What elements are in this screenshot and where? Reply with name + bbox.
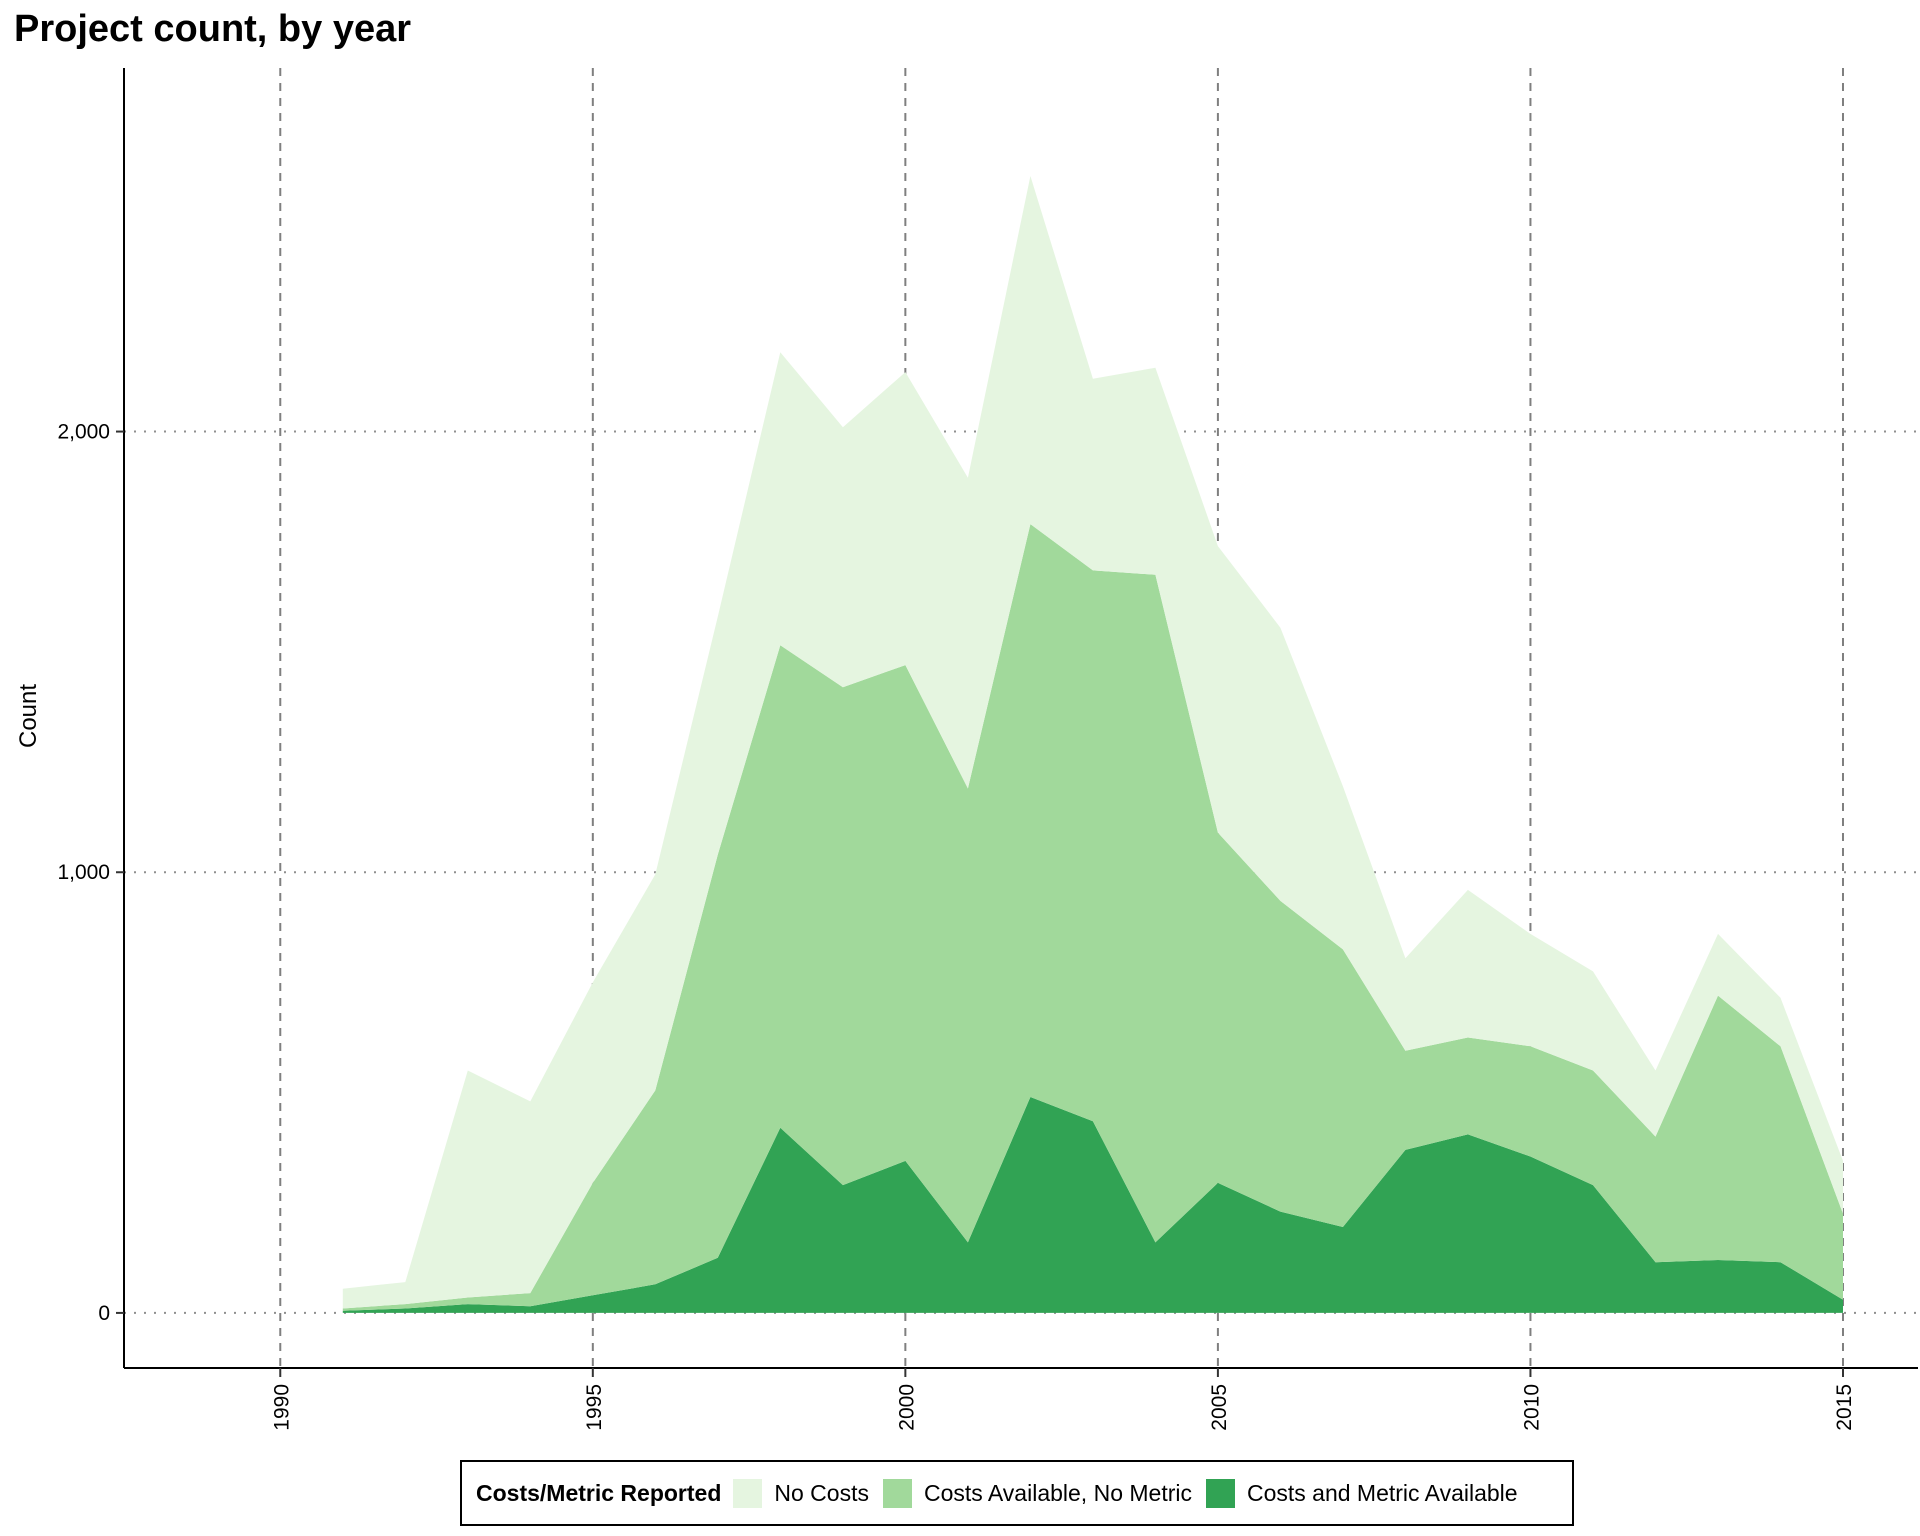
area-series-costs-available-no-metric — [342, 524, 1843, 1311]
legend-item-costs-no-metric: Costs Available, No Metric — [882, 1478, 1192, 1508]
legend-item-no-costs: No Costs — [733, 1478, 869, 1508]
legend-swatch-costs-and-metric — [1205, 1478, 1235, 1508]
legend-swatch-costs-no-metric — [882, 1478, 912, 1508]
x-tick-label-2005: 2005 — [1208, 1384, 1231, 1431]
stacked-areas — [342, 176, 1843, 1313]
y-tick-label-0: 0 — [98, 1302, 110, 1325]
x-tick-label-2015: 2015 — [1833, 1384, 1856, 1431]
legend: Costs/Metric Reported No Costs Costs Ava… — [460, 1460, 1574, 1526]
legend-label-costs-no-metric: Costs Available, No Metric — [923, 1479, 1192, 1506]
axes: 0 1,000 2,000 1990 1995 2000 2005 2010 2015 — [57, 68, 1918, 1431]
legend-item-costs-and-metric: Costs and Metric Available — [1205, 1478, 1518, 1508]
legend-swatch-no-costs — [733, 1478, 763, 1508]
x-tick-label-1995: 1995 — [583, 1384, 606, 1431]
legend-title: Costs/Metric Reported — [476, 1479, 722, 1506]
x-tick-label-1990: 1990 — [270, 1384, 293, 1431]
legend-label-no-costs: No Costs — [774, 1479, 869, 1506]
legend-label-costs-and-metric: Costs and Metric Available — [1246, 1479, 1518, 1506]
x-tick-label-2010: 2010 — [1520, 1384, 1543, 1431]
y-tick-label-2000: 2,000 — [57, 421, 110, 444]
area-series-costs-and-metric-available — [342, 1097, 1843, 1313]
y-tick-label-1000: 1,000 — [57, 861, 110, 884]
area-series-no-costs — [342, 176, 1843, 1309]
y-axis-label: Count — [15, 684, 42, 748]
chart-title: Project count, by year — [14, 8, 412, 50]
x-tick-label-2000: 2000 — [895, 1384, 918, 1431]
